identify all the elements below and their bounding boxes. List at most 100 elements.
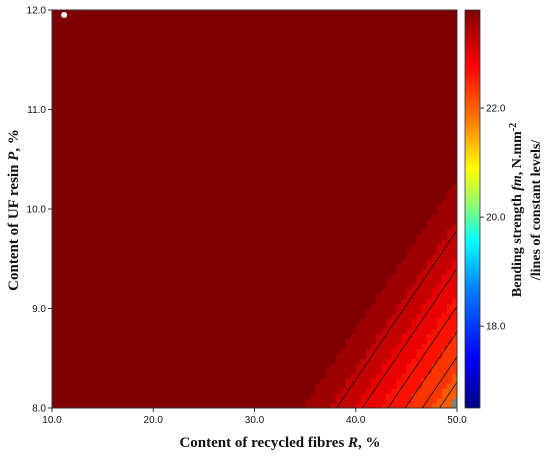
heatmap-cell	[315, 238, 321, 245]
heatmap-cell	[310, 253, 316, 260]
heatmap-cell	[391, 348, 397, 354]
heatmap-cell	[92, 358, 99, 364]
heatmap-cell	[219, 393, 225, 399]
heatmap-cell	[133, 373, 139, 379]
heatmap-cell	[229, 119, 235, 126]
heatmap-cell	[330, 199, 337, 205]
heatmap-cell	[188, 179, 195, 185]
heatmap-cell	[244, 209, 251, 215]
heatmap-cell	[57, 99, 63, 106]
heatmap-cell	[193, 308, 200, 315]
heatmap-cell	[300, 159, 306, 165]
heatmap-cell	[112, 129, 119, 135]
heatmap-cell	[436, 199, 443, 205]
heatmap-cell	[72, 273, 78, 280]
heatmap-cell	[446, 218, 453, 225]
heatmap-cell	[67, 393, 73, 399]
heatmap-cell	[224, 398, 230, 404]
heatmap-cell	[300, 388, 306, 394]
heatmap-cell	[72, 368, 78, 374]
heatmap-cell	[249, 248, 256, 255]
heatmap-cell	[72, 353, 78, 359]
heatmap-cell	[386, 358, 392, 364]
heatmap-cell	[97, 273, 104, 280]
heatmap-cell	[117, 383, 124, 389]
heatmap-cell	[173, 313, 180, 320]
heatmap-cell	[416, 328, 423, 334]
heatmap-cell	[274, 353, 281, 359]
heatmap-cell	[426, 189, 433, 195]
heatmap-cell	[117, 278, 124, 285]
heatmap-cell	[67, 218, 73, 225]
heatmap-cell	[254, 253, 261, 260]
heatmap-cell	[122, 403, 129, 408]
heatmap-cell	[300, 233, 306, 240]
heatmap-cell	[320, 308, 326, 315]
heatmap-cell	[264, 194, 271, 200]
heatmap-cell	[426, 288, 433, 295]
heatmap-cell	[300, 213, 306, 220]
heatmap-cell	[259, 323, 266, 329]
heatmap-cell	[193, 403, 200, 408]
heatmap-cell	[254, 134, 261, 140]
heatmap-cell	[386, 189, 392, 195]
heatmap-cell	[72, 139, 78, 145]
heatmap-cell	[198, 303, 205, 310]
heatmap-cell	[451, 119, 457, 126]
heatmap-cell	[295, 303, 301, 310]
heatmap-cell	[234, 363, 240, 369]
heatmap-cell	[264, 149, 271, 155]
heatmap-cell	[173, 194, 180, 200]
heatmap-cell	[416, 164, 423, 170]
heatmap-cell	[82, 99, 89, 106]
heatmap-cell	[279, 109, 286, 116]
heatmap-cell	[57, 149, 63, 155]
heatmap-cell	[436, 149, 443, 155]
heatmap-cell	[264, 388, 271, 394]
heatmap-cell	[421, 213, 428, 220]
heatmap-cell	[274, 223, 281, 230]
heatmap-cell	[249, 398, 256, 404]
heatmap-cell	[254, 273, 261, 280]
heatmap-cell	[446, 119, 453, 126]
heatmap-cell	[376, 184, 382, 190]
heatmap-cell	[234, 258, 240, 265]
heatmap-cell	[391, 393, 397, 399]
heatmap-cell	[208, 313, 215, 320]
heatmap-cell	[183, 373, 190, 379]
heatmap-cell	[117, 94, 124, 101]
heatmap-cell	[87, 213, 94, 220]
heatmap-cell	[219, 194, 225, 200]
heatmap-cell	[386, 363, 392, 369]
heatmap-cell	[431, 124, 438, 130]
heatmap-cell	[148, 363, 154, 369]
heatmap-cell	[203, 238, 210, 245]
heatmap-cell	[325, 343, 332, 349]
heatmap-cell	[305, 403, 311, 408]
heatmap-cell	[259, 283, 266, 290]
heatmap-cell	[72, 348, 78, 354]
heatmap-cell	[127, 149, 134, 155]
heatmap-cell	[214, 179, 220, 185]
heatmap-cell	[82, 243, 89, 250]
heatmap-cell	[376, 348, 382, 354]
heatmap-cell	[441, 308, 448, 315]
heatmap-cell	[133, 114, 139, 121]
heatmap-cell	[77, 368, 83, 374]
heatmap-cell	[259, 398, 266, 404]
heatmap-cell	[370, 353, 377, 359]
heatmap-cell	[431, 288, 438, 295]
heatmap-cell	[198, 104, 205, 111]
heatmap-cell	[320, 144, 326, 150]
heatmap-cell	[391, 283, 397, 290]
heatmap-cell	[325, 248, 332, 255]
heatmap-cell	[52, 248, 58, 255]
heatmap-cell	[153, 134, 159, 140]
heatmap-cell	[234, 268, 240, 275]
heatmap-cell	[87, 124, 94, 130]
heatmap-cell	[370, 164, 377, 170]
heatmap-cell	[153, 218, 159, 225]
heatmap-cell	[133, 343, 139, 349]
heatmap-cell	[381, 263, 387, 270]
heatmap-cell	[52, 149, 58, 155]
